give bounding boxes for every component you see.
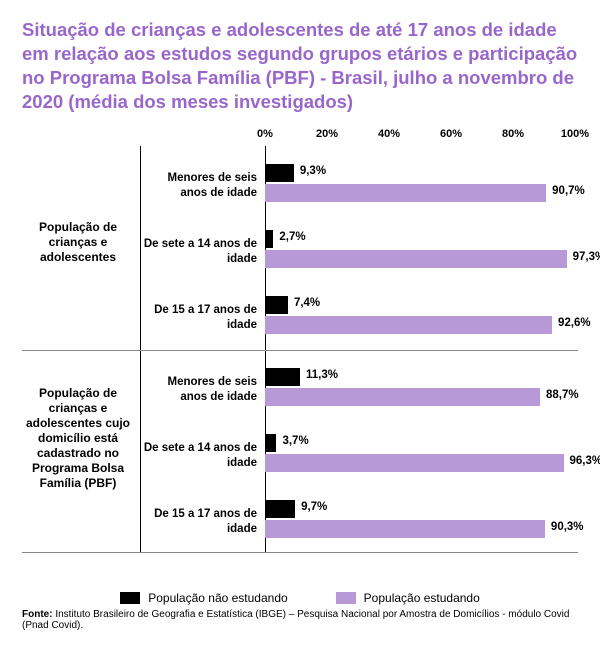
- legend-item-not-studying: População não estudando: [120, 591, 287, 605]
- source-label: Fonte:: [22, 609, 53, 620]
- group-label: De sete a 14 anos de idade: [142, 237, 257, 266]
- bar-not-studying: [265, 434, 276, 452]
- source-text: Instituto Brasileiro de Geografia e Esta…: [22, 609, 569, 631]
- bar-not-studying: [265, 296, 288, 314]
- bar-not-studying: [265, 500, 295, 518]
- value-studying: 96,3%: [570, 455, 600, 467]
- group-label: De 15 a 17 anos de idade: [142, 303, 257, 332]
- value-studying: 97,3%: [573, 251, 600, 263]
- value-not-studying: 9,7%: [301, 501, 327, 513]
- group-1-2: De 15 a 17 anos de idade 9,7% 90,3%: [142, 494, 578, 552]
- x-axis: 0% 20% 40% 60% 80% 100%: [265, 128, 575, 146]
- legend-label-not-studying: População não estudando: [148, 591, 287, 605]
- legend-item-studying: População estudando: [336, 591, 480, 605]
- bar-studying: [265, 250, 567, 268]
- group-0-0: Menores de seis anos de idade 9,3% 90,7%: [142, 158, 578, 216]
- group-label: Menores de seis anos de idade: [142, 171, 257, 200]
- legend-label-studying: População estudando: [364, 591, 480, 605]
- group-0-1: De sete a 14 anos de idade 2,7% 97,3%: [142, 224, 578, 282]
- value-not-studying: 3,7%: [282, 435, 308, 447]
- group-1-1: De sete a 14 anos de idade 3,7% 96,3%: [142, 428, 578, 486]
- legend-swatch-black: [120, 592, 140, 604]
- legend-swatch-purple: [336, 592, 356, 604]
- panel-label-0: População de crianças e adolescentes: [22, 220, 134, 265]
- group-label: De sete a 14 anos de idade: [142, 441, 257, 470]
- value-not-studying: 11,3%: [306, 369, 338, 381]
- xtick-80: 80%: [502, 128, 524, 140]
- value-studying: 92,6%: [558, 317, 591, 329]
- group-0-2: De 15 a 17 anos de idade 7,4% 92,6%: [142, 290, 578, 348]
- category-divider-line: [140, 146, 141, 552]
- baseline: [22, 552, 578, 553]
- bar-not-studying: [265, 230, 273, 248]
- value-not-studying: 9,3%: [300, 165, 326, 177]
- bar-not-studying: [265, 164, 294, 182]
- group-1-0: Menores de seis anos de idade 11,3% 88,7…: [142, 362, 578, 420]
- source-line: Fonte: Instituto Brasileiro de Geografia…: [22, 609, 578, 631]
- value-not-studying: 2,7%: [279, 231, 305, 243]
- group-label: De 15 a 17 anos de idade: [142, 507, 257, 536]
- bar-studying: [265, 184, 546, 202]
- bar-studying: [265, 454, 564, 472]
- bar-studying: [265, 520, 545, 538]
- panel-divider: [22, 350, 578, 351]
- bar-studying: [265, 316, 552, 334]
- xtick-100: 100%: [561, 128, 589, 140]
- xtick-0: 0%: [257, 128, 273, 140]
- chart-title: Situação de crianças e adolescentes de a…: [22, 18, 578, 114]
- value-studying: 90,3%: [551, 521, 584, 533]
- xtick-60: 60%: [440, 128, 462, 140]
- bar-studying: [265, 388, 540, 406]
- xtick-20: 20%: [316, 128, 338, 140]
- xtick-40: 40%: [378, 128, 400, 140]
- bar-not-studying: [265, 368, 300, 386]
- legend: População não estudando População estuda…: [0, 591, 600, 605]
- panel-label-1: População de crianças e adolescentes cuj…: [22, 386, 134, 491]
- value-studying: 90,7%: [552, 185, 585, 197]
- group-label: Menores de seis anos de idade: [142, 375, 257, 404]
- chart-area: 0% 20% 40% 60% 80% 100% População de cri…: [22, 128, 578, 558]
- value-not-studying: 7,4%: [294, 297, 320, 309]
- value-studying: 88,7%: [546, 389, 579, 401]
